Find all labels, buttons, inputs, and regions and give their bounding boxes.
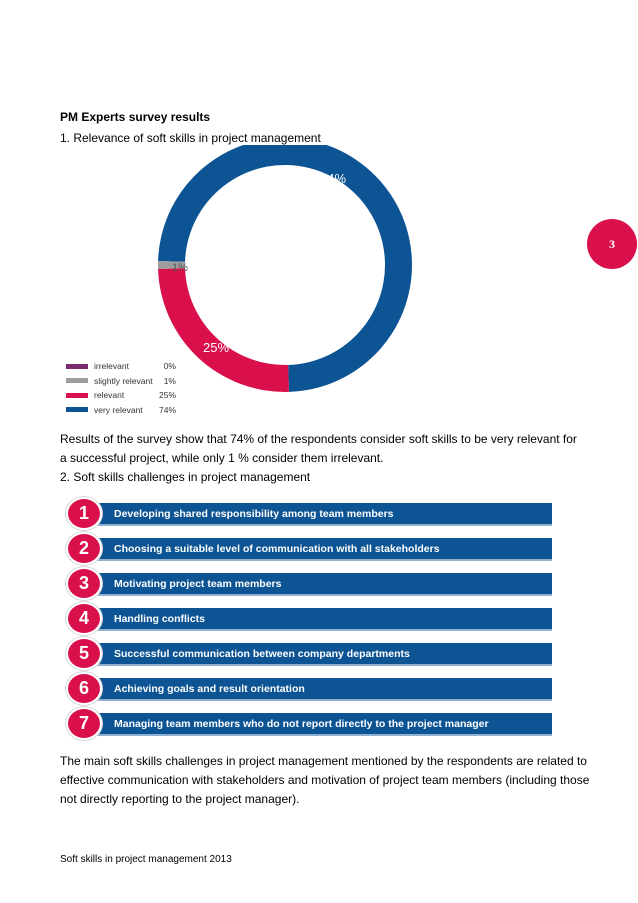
challenge-number-badge: 5 [66, 637, 102, 670]
challenge-text: Motivating project team members [84, 573, 552, 596]
legend-value: 74% [158, 404, 176, 415]
challenge-number-badge: 1 [66, 497, 102, 530]
challenges-list: Developing shared responsibility among t… [66, 496, 552, 741]
challenge-number-badge: 4 [66, 602, 102, 635]
challenge-text: Achieving goals and result orientation [84, 678, 552, 701]
page-heading: PM Experts survey results [60, 110, 211, 124]
donut-label-very-relevant: 74% [320, 171, 346, 186]
donut-label-slightly-relevant: 1% [172, 262, 188, 274]
legend-item: slightly relevant 1% [66, 374, 176, 389]
legend-swatch [66, 392, 88, 398]
legend-label: very relevant [94, 404, 143, 415]
legend-item: very relevant 74% [66, 403, 176, 418]
challenge-item: Managing team members who do not report … [66, 706, 552, 741]
challenge-text: Handling conflicts [84, 608, 552, 631]
section-1-title: 1. Relevance of soft skills in project m… [60, 131, 321, 145]
page-number-badge: 3 [587, 219, 637, 269]
challenge-number-badge: 7 [66, 707, 102, 740]
page-footer: Soft skills in project management 2013 [60, 854, 232, 865]
legend-swatch [66, 363, 88, 369]
conclusion-paragraph: The main soft skills challenges in proje… [60, 754, 590, 806]
legend-swatch [66, 378, 88, 384]
challenge-item: Developing shared responsibility among t… [66, 496, 552, 531]
donut-label-relevant: 25% [203, 340, 229, 355]
challenge-item: Motivating project team members 3 [66, 566, 552, 601]
legend-label: relevant [94, 390, 125, 401]
relevance-donut-chart: 1% 25% 74% [158, 145, 412, 392]
challenge-text: Choosing a suitable level of communicati… [84, 538, 552, 561]
challenge-text: Managing team members who do not report … [84, 713, 552, 736]
legend-swatch [66, 407, 88, 413]
challenge-item: Handling conflicts 4 [66, 601, 552, 636]
chart-legend: irrelevant 0% slightly relevant 1% relevant 2… [66, 359, 176, 417]
legend-value: 0% [163, 361, 176, 372]
challenge-item: Choosing a suitable level of communicati… [66, 531, 552, 566]
legend-value: 1% [163, 375, 176, 386]
challenge-number-badge: 3 [66, 567, 102, 600]
legend-label: slightly relevant [94, 375, 153, 386]
challenge-text: Successful communication between company… [84, 643, 552, 666]
donut-slice-slightly-relevant [158, 261, 186, 269]
legend-value: 25% [158, 390, 176, 401]
legend-item: irrelevant 0% [66, 359, 176, 374]
challenge-number-badge: 2 [66, 532, 102, 565]
challenge-item: Successful communication between company… [66, 636, 552, 671]
survey-result-paragraph: Results of the survey show that 74% of t… [60, 432, 577, 465]
challenge-number-badge: 6 [66, 672, 102, 705]
legend-label: irrelevant [94, 361, 129, 372]
challenge-item: Achieving goals and result orientation 6 [66, 671, 552, 706]
legend-item: relevant 25% [66, 388, 176, 403]
section-2-title: 2. Soft skills challenges in project man… [60, 470, 311, 484]
challenge-text: Developing shared responsibility among t… [84, 503, 552, 526]
donut-slice-relevant [158, 268, 289, 392]
